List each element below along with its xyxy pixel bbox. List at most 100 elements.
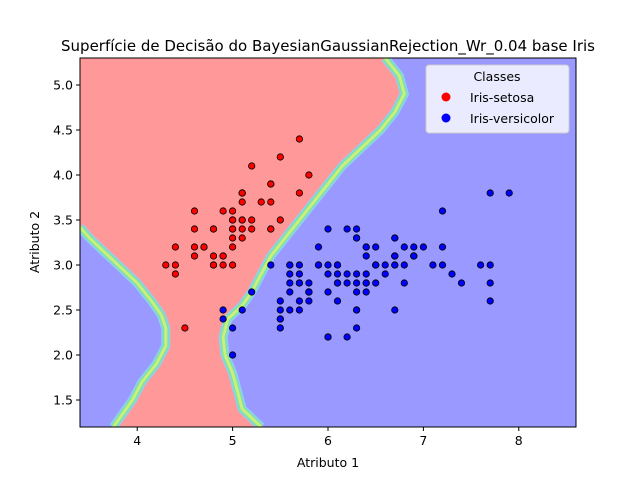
point-iris-setosa <box>267 225 275 233</box>
point-iris-versicolor <box>286 270 294 278</box>
point-iris-setosa <box>171 261 179 269</box>
point-iris-versicolor <box>352 324 361 332</box>
point-iris-versicolor <box>381 270 389 278</box>
point-iris-setosa <box>209 252 218 260</box>
point-iris-versicolor <box>400 279 408 287</box>
point-iris-versicolor <box>267 261 275 269</box>
point-iris-versicolor <box>333 279 342 287</box>
x-tick-label: 5 <box>229 433 237 448</box>
y-tick-label: 3.5 <box>53 213 73 228</box>
point-iris-versicolor <box>229 351 237 359</box>
point-iris-versicolor <box>238 306 246 314</box>
point-iris-versicolor <box>229 324 237 332</box>
region-iris-setosa <box>80 58 405 427</box>
point-iris-setosa <box>305 171 313 179</box>
point-iris-versicolor <box>400 261 408 269</box>
decision-boundary-left-band-3 <box>80 226 168 427</box>
point-iris-versicolor <box>362 243 370 251</box>
point-iris-versicolor <box>400 243 408 251</box>
point-iris-versicolor <box>305 288 313 296</box>
point-iris-versicolor <box>372 261 380 269</box>
point-iris-setosa <box>238 189 246 197</box>
legend-title: Classes <box>473 69 520 84</box>
point-iris-versicolor <box>305 297 313 305</box>
x-tick-label: 8 <box>515 433 523 448</box>
legend-box <box>425 64 570 134</box>
point-iris-versicolor <box>391 306 399 314</box>
point-iris-setosa <box>248 162 256 170</box>
point-iris-versicolor <box>352 279 361 287</box>
point-iris-versicolor <box>352 270 361 278</box>
y-axis: 1.5 2.0 2.5 3.0 3.5 4.0 4.5 5.0 <box>53 78 80 408</box>
point-iris-versicolor <box>352 225 361 233</box>
point-iris-versicolor <box>391 261 399 269</box>
point-iris-setosa <box>229 261 237 269</box>
point-iris-setosa <box>171 243 179 251</box>
decision-boundary-right-band-3 <box>221 58 406 427</box>
point-iris-versicolor <box>362 288 370 296</box>
y-tick-label: 5.0 <box>53 78 73 93</box>
point-iris-setosa <box>229 234 237 242</box>
point-iris-versicolor <box>295 279 303 287</box>
point-iris-versicolor <box>438 243 447 251</box>
point-iris-setosa <box>248 225 256 233</box>
point-iris-versicolor <box>248 288 256 296</box>
point-iris-versicolor <box>314 243 323 251</box>
point-iris-versicolor <box>286 288 294 296</box>
point-iris-versicolor <box>219 306 227 314</box>
x-axis: 4 5 6 7 8 <box>133 427 523 448</box>
point-iris-versicolor <box>333 270 342 278</box>
point-iris-setosa <box>238 198 246 206</box>
point-iris-setosa <box>181 324 189 332</box>
point-iris-versicolor <box>448 270 456 278</box>
point-iris-versicolor <box>276 315 284 323</box>
y-axis-label: Atributo 2 <box>27 211 42 273</box>
point-iris-versicolor <box>324 261 332 269</box>
chart-title: Superfície de Decisão do BayesianGaussia… <box>61 37 595 56</box>
point-iris-setosa <box>295 135 303 143</box>
point-iris-versicolor <box>333 261 342 269</box>
point-iris-setosa <box>209 225 218 233</box>
point-iris-versicolor <box>486 189 494 197</box>
legend-marker-iris-setosa <box>441 92 451 102</box>
point-iris-versicolor <box>438 207 447 215</box>
point-iris-versicolor <box>324 225 332 233</box>
point-iris-setosa <box>200 243 208 251</box>
point-iris-versicolor <box>314 261 323 269</box>
point-iris-versicolor <box>276 306 284 314</box>
point-iris-versicolor <box>295 306 303 314</box>
point-iris-versicolor <box>286 261 294 269</box>
point-iris-setosa <box>276 216 284 224</box>
point-iris-setosa <box>190 225 199 233</box>
point-iris-setosa <box>219 261 227 269</box>
point-iris-setosa <box>209 261 218 269</box>
point-iris-versicolor <box>219 315 227 323</box>
x-axis-label: Atributo 1 <box>297 455 359 470</box>
point-iris-setosa <box>190 252 199 260</box>
point-iris-setosa <box>238 225 246 233</box>
y-tick-label: 4.5 <box>53 123 73 138</box>
point-iris-versicolor <box>381 261 389 269</box>
point-iris-setosa <box>190 243 199 251</box>
x-tick-label: 6 <box>324 433 332 448</box>
point-iris-setosa <box>248 216 256 224</box>
point-iris-versicolor <box>343 279 351 287</box>
legend-entry-iris-versicolor: Iris-versicolor <box>470 111 555 126</box>
y-tick-label: 1.5 <box>53 393 73 408</box>
legend: Classes Iris-setosa Iris-versicolor <box>425 64 570 134</box>
x-tick-label: 7 <box>419 433 427 448</box>
point-iris-versicolor <box>305 279 313 287</box>
legend-marker-iris-versicolor <box>441 113 451 123</box>
point-iris-setosa <box>267 180 275 188</box>
point-iris-versicolor <box>276 297 284 305</box>
point-iris-versicolor <box>362 252 370 260</box>
point-iris-versicolor <box>457 279 466 287</box>
point-iris-versicolor <box>295 297 303 305</box>
y-tick-label: 4.0 <box>53 168 73 183</box>
point-iris-versicolor <box>324 333 332 341</box>
point-iris-versicolor <box>333 297 342 305</box>
point-iris-setosa <box>229 243 237 251</box>
point-iris-versicolor <box>391 234 399 242</box>
point-iris-setosa <box>171 270 179 278</box>
point-iris-versicolor <box>352 234 361 242</box>
